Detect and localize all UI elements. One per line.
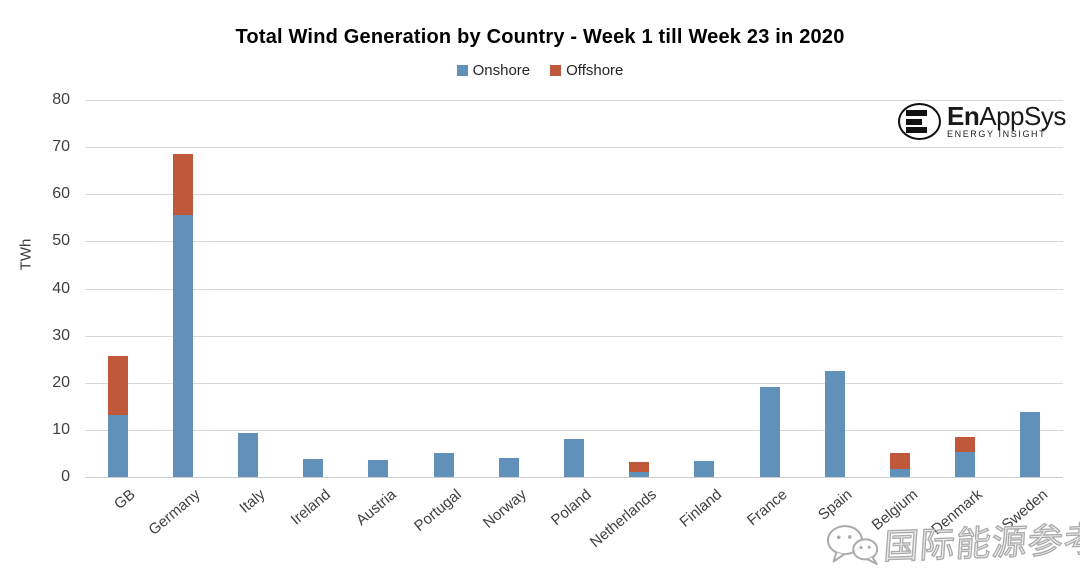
- logo-tagline: ENERGY INSIGHT: [947, 129, 1047, 139]
- gridline-70: [85, 147, 1063, 149]
- y-tick-label-60: 60: [52, 185, 70, 203]
- bar-offshore-germany: [172, 154, 193, 215]
- y-tick-label-70: 70: [52, 138, 70, 156]
- x-label-norway: Norway: [479, 486, 530, 532]
- onshore-swatch-icon: [456, 65, 468, 76]
- plot-area: [85, 100, 1063, 478]
- y-tick-label-50: 50: [52, 232, 70, 250]
- y-tick-label-0: 0: [61, 468, 70, 485]
- gridline-40: [85, 288, 1063, 290]
- legend-item-onshore: Onshore: [456, 62, 531, 79]
- x-label-germany: Germany: [145, 486, 204, 539]
- legend-label-offshore: Offshore: [566, 62, 624, 79]
- x-label-portugal: Portugal: [410, 486, 465, 535]
- gridline-10: [85, 429, 1063, 431]
- bar-offshore-denmark: [955, 436, 976, 452]
- gridline-30: [85, 335, 1063, 337]
- x-label-gb: GB: [110, 486, 139, 513]
- gridline-50: [85, 241, 1063, 243]
- x-label-netherlands: Netherlands: [587, 486, 661, 552]
- logo-brand-bold: En: [947, 101, 980, 131]
- y-tick-label-80: 80: [52, 91, 70, 108]
- logo-text-block: EnAppSys ENERGY INSIGHT: [947, 101, 1066, 139]
- y-tick-label-30: 30: [52, 326, 70, 344]
- chart-title: Total Wind Generation by Country - Week …: [235, 26, 845, 48]
- bar-onshore-belgium: [890, 468, 910, 477]
- x-label-italy: Italy: [236, 486, 269, 517]
- wechat-icon: [826, 524, 879, 565]
- gridline-0: [85, 477, 1063, 478]
- bar-onshore-poland: [564, 439, 584, 477]
- x-label-ireland: Ireland: [288, 486, 335, 529]
- y-tick-label-20: 20: [52, 373, 70, 391]
- bar-offshore-gb: [107, 356, 128, 415]
- bar-onshore-norway: [498, 457, 519, 477]
- bar-onshore-france: [759, 387, 780, 477]
- offshore-swatch-icon: [550, 65, 562, 76]
- bar-onshore-portugal: [433, 452, 454, 477]
- bar-onshore-gb: [107, 414, 128, 477]
- logo-bar: [906, 110, 927, 116]
- bar-onshore-netherlands: [629, 471, 650, 477]
- bar-onshore-sweden: [1020, 412, 1041, 477]
- enappsys-logo: EnAppSys ENERGY INSIGHT: [898, 103, 1066, 140]
- gridline-80: [85, 100, 1063, 101]
- bar-onshore-denmark: [955, 451, 976, 477]
- y-tick-label-10: 10: [52, 420, 70, 438]
- logo-bar: [906, 127, 927, 133]
- watermark-text: 国际能源参考: [882, 519, 1080, 567]
- logo-bar: [906, 118, 922, 125]
- gridline-60: [85, 194, 1063, 196]
- x-label-france: France: [743, 486, 791, 530]
- bar-onshore-germany: [172, 214, 193, 477]
- bar-onshore-italy: [238, 432, 258, 477]
- x-label-finland: Finland: [676, 486, 726, 531]
- legend-label-onshore: Onshore: [472, 62, 531, 79]
- x-label-austria: Austria: [352, 486, 400, 530]
- legend: Onshore Offshore: [0, 62, 1080, 79]
- bar-onshore-spain: [824, 371, 845, 477]
- x-label-poland: Poland: [548, 486, 595, 530]
- bar-offshore-belgium: [890, 453, 910, 469]
- watermark: 国际能源参考: [823, 511, 1080, 572]
- enappsys-e-circle-icon: [898, 103, 941, 140]
- x-label-spain: Spain: [815, 486, 856, 524]
- logo-brand: EnAppSys: [947, 101, 1066, 131]
- bar-onshore-austria: [368, 459, 389, 477]
- logo-brand-rest: AppSys: [979, 101, 1066, 131]
- bar-onshore-ireland: [303, 458, 324, 477]
- gridline-20: [85, 382, 1063, 384]
- bar-offshore-netherlands: [629, 461, 650, 472]
- legend-item-offshore: Offshore: [550, 62, 623, 79]
- y-tick-label-40: 40: [52, 279, 70, 297]
- bar-onshore-finland: [694, 460, 715, 477]
